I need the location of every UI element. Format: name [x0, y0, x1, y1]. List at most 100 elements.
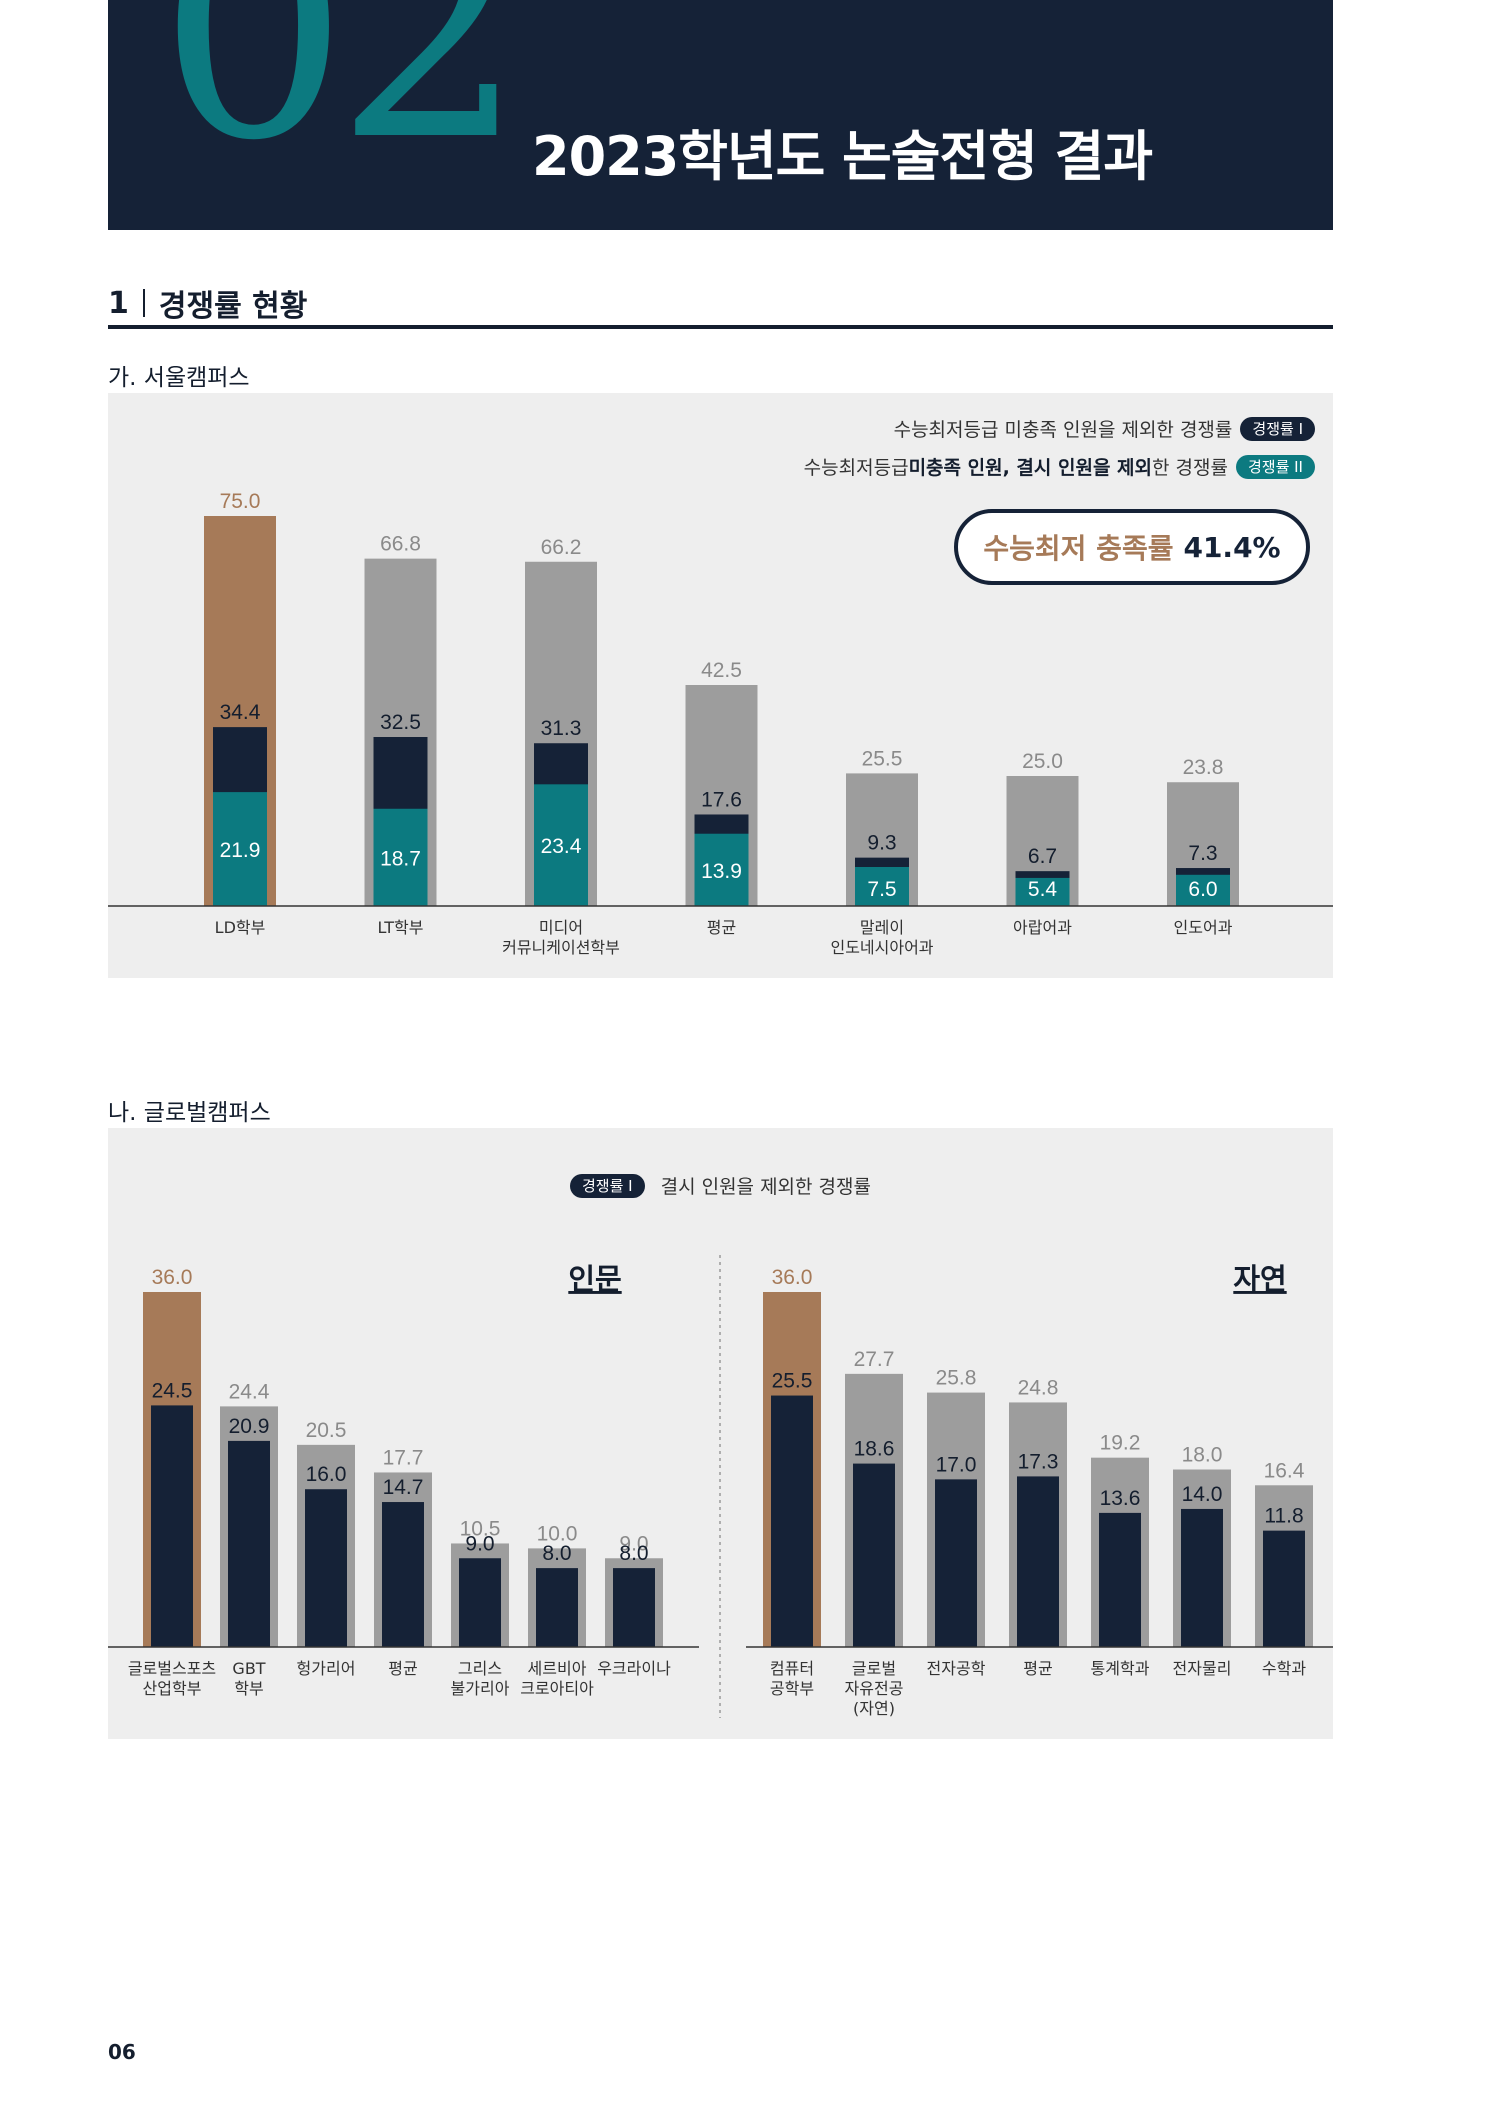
- total-value-label: 25.0: [1022, 750, 1063, 773]
- rate1-value-label: 14.7: [383, 1476, 424, 1499]
- category-label: 아랍어과: [1013, 918, 1072, 937]
- category-label: 커뮤니케이션학부: [502, 938, 620, 957]
- global-legend-text: 결시 인원을 제외한 경쟁률: [660, 1176, 871, 1198]
- section-number: 1: [108, 285, 129, 321]
- category-label: LT학부: [378, 918, 424, 937]
- seoul-subtitle: 가. 서울캠퍼스: [108, 365, 250, 391]
- total-value-label: 9.0: [619, 1532, 648, 1555]
- chapter-banner: 02 2023학년도 논술전형 결과: [108, 0, 1333, 230]
- category-label: 우크라이나: [597, 1659, 671, 1678]
- global-chart-panel: 경쟁률 I 결시 인원을 제외한 경쟁률 36.0 24.5 글로벌스포츠 산업학부 2…: [108, 1128, 1333, 1739]
- category-label: 컴퓨터: [770, 1659, 814, 1678]
- total-value-label: 20.5: [306, 1419, 347, 1442]
- section-title: 경쟁률 현황: [158, 289, 308, 324]
- category-label: 글로벌스포츠: [128, 1659, 216, 1678]
- rate2-bar: [373, 808, 428, 906]
- category-label: 공학부: [770, 1679, 814, 1698]
- total-value-label: 42.5: [701, 659, 742, 682]
- total-value-label: 75.0: [220, 490, 261, 513]
- total-value-label: 27.7: [854, 1348, 895, 1371]
- rate1-value-label: 8.0: [619, 1542, 648, 1565]
- category-label: 인도네시아어과: [830, 938, 933, 957]
- category-label: GBT: [232, 1659, 265, 1678]
- seoul-bar-chart: 75.0 34.4 21.9 LD학부 66.8 32.5 18.7 LT학부 66.2 31.3…: [108, 490, 1333, 957]
- rate1-bar: [1181, 1508, 1223, 1647]
- rate1-bar: [935, 1479, 977, 1647]
- rate1-bar: [536, 1568, 578, 1647]
- total-value-label: 36.0: [152, 1266, 193, 1289]
- total-value-label: 24.4: [229, 1380, 270, 1403]
- category-label: 통계학과: [1091, 1659, 1150, 1678]
- rate1-value-label: 18.6: [854, 1438, 895, 1461]
- category-label: 평균: [707, 918, 736, 937]
- rate1-value-label: 9.0: [465, 1532, 494, 1555]
- category-label: 불가리아: [451, 1679, 510, 1698]
- rate1-bar: [1263, 1530, 1305, 1647]
- rate2-value-label: 13.9: [701, 860, 742, 883]
- group-label-인문: 인문: [568, 1262, 621, 1296]
- total-value-label: 66.8: [380, 533, 421, 556]
- badge-value: 41.4%: [1183, 530, 1281, 564]
- legend-rate2-text-bold: 미충족 인원, 결시 인원을 제외: [908, 457, 1152, 479]
- rate1-value-label: 9.3: [867, 832, 896, 855]
- category-label: 인도어과: [1174, 918, 1233, 937]
- rate2-value-label: 21.9: [220, 839, 261, 862]
- category-label: (자연): [853, 1699, 895, 1718]
- total-value-label: 23.8: [1183, 756, 1224, 779]
- rate2-bar: [1015, 877, 1070, 906]
- section-heading: 1 경쟁률 현황: [108, 283, 308, 325]
- category-label: 평균: [388, 1659, 417, 1678]
- rate1-value-label: 17.0: [936, 1453, 977, 1476]
- category-label: 미디어: [539, 918, 583, 937]
- rate1-bar: [613, 1568, 655, 1647]
- category-label: 산업학부: [143, 1679, 202, 1698]
- category-label: 그리스: [458, 1659, 502, 1678]
- rate1-value-label: 8.0: [542, 1542, 571, 1565]
- category-label: 헝가리어: [297, 1659, 356, 1678]
- rate1-value-label: 34.4: [220, 701, 261, 724]
- rate1-value-label: 20.9: [229, 1415, 270, 1438]
- rate1-value-label: 6.7: [1028, 845, 1057, 868]
- rate1-bar: [1099, 1512, 1141, 1647]
- legend-rate2: 수능최저등급 미충족 인원, 결시 인원을 제외 한 경쟁률 경쟁률 II: [804, 453, 1315, 480]
- total-value-label: 17.7: [383, 1446, 424, 1469]
- rate1-value-label: 14.0: [1182, 1483, 1223, 1506]
- rate1-value-label: 25.5: [772, 1370, 813, 1393]
- legend-rate1-text: 수능최저등급 미충족 인원을 제외한 경쟁률: [893, 419, 1233, 441]
- rate1-value-label: 16.0: [306, 1463, 347, 1486]
- total-value-label: 25.5: [862, 747, 903, 770]
- rate1-bar: [228, 1440, 270, 1647]
- global-legend: 경쟁률 I 결시 인원을 제외한 경쟁률: [108, 1172, 1333, 1199]
- chapter-title: 2023학년도 논술전형 결과: [532, 125, 1153, 188]
- rate1-value-label: 17.6: [701, 788, 742, 811]
- category-label: 크로아티아: [520, 1679, 594, 1698]
- total-value-label: 10.0: [537, 1522, 578, 1545]
- rate1-bar: [151, 1405, 193, 1647]
- category-label: 학부: [234, 1679, 263, 1698]
- total-value-label: 16.4: [1264, 1459, 1305, 1482]
- rate1-bar: [771, 1395, 813, 1647]
- section-divider: [142, 289, 145, 317]
- rate2-bar: [534, 784, 588, 906]
- csat-satisfaction-badge: 수능최저 충족률 41.4%: [954, 509, 1310, 585]
- category-label: 자유전공: [845, 1679, 904, 1698]
- rate1-value-label: 13.6: [1100, 1487, 1141, 1510]
- rate1-bar: [853, 1463, 895, 1647]
- total-value-label: 18.0: [1182, 1444, 1223, 1467]
- rate1-value-label: 24.5: [152, 1379, 193, 1402]
- total-value-label: 36.0: [772, 1266, 813, 1289]
- rate1-bar: [382, 1502, 424, 1647]
- rate1-value-label: 7.3: [1188, 842, 1217, 865]
- category-label: 글로벌: [852, 1659, 896, 1678]
- rate2-value-label: 5.4: [1028, 878, 1058, 901]
- rate1-bar: [305, 1489, 347, 1647]
- rate2-bar: [855, 867, 909, 906]
- page-number: 06: [108, 2040, 136, 2064]
- rate1-bar: [459, 1558, 501, 1647]
- total-value-label: 24.8: [1018, 1376, 1059, 1399]
- rate1-value-label: 17.3: [1018, 1450, 1059, 1473]
- category-label: 말레이: [860, 918, 904, 937]
- rate2-bar: [694, 833, 749, 906]
- section-rule: [108, 325, 1333, 329]
